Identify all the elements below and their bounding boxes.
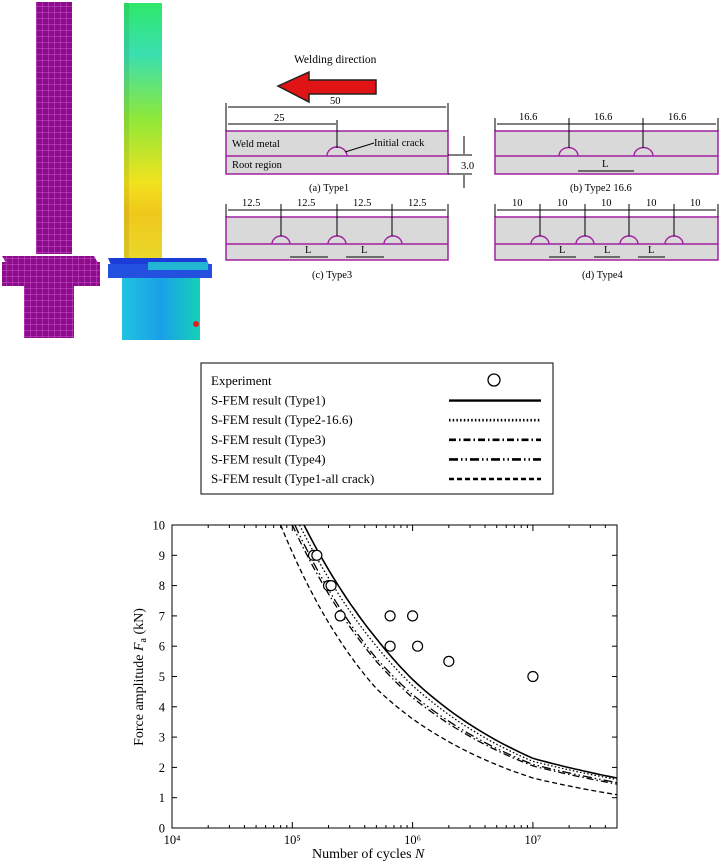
type4-caption: (d) Type4 (582, 270, 624, 281)
contour-hotspot (193, 321, 199, 327)
legend-label: S-FEM result (Type4) (211, 451, 326, 466)
mesh-stiffener (36, 2, 72, 254)
type4-gap-label-2: L (604, 245, 610, 256)
type1-initial-crack-label: Initial crack (374, 138, 425, 149)
legend-label: S-FEM result (Type3) (211, 432, 326, 447)
mesh-flange-side (2, 262, 100, 286)
welding-direction-label: Welding direction (294, 54, 377, 66)
type3-plate (225, 216, 449, 261)
contour-stiffener-shade (124, 3, 129, 259)
type1-caption: (a) Type1 (309, 183, 349, 194)
y-tick-label: 4 (159, 700, 166, 714)
type3-dim-2: 12.5 (297, 198, 315, 209)
experiment-point (311, 549, 323, 561)
type2-dim-1: 16.6 (519, 112, 537, 123)
type3-dim-4: 12.5 (408, 198, 426, 209)
series-curve-2 (299, 524, 618, 781)
x-tick-label: 10⁶ (404, 833, 421, 847)
legend-marker (487, 373, 501, 387)
y-axis-label: Force amplitude Fa (kN) (132, 608, 149, 746)
crack-type3-diagram: 12.5 12.5 12.5 12.5 L L (c) Type3 (225, 198, 449, 281)
experiment-point (443, 655, 455, 667)
y-tick-label: 10 (153, 519, 166, 533)
y-tick-label: 9 (159, 549, 165, 563)
fem-mesh-model (2, 2, 100, 338)
x-axis-label: Number of cycles N (312, 847, 425, 862)
experiment-point (334, 610, 346, 622)
type4-dim-4: 10 (646, 198, 657, 209)
type2-dim-2: 16.6 (594, 112, 612, 123)
type4-dim-1: 10 (512, 198, 523, 209)
y-tick-label: 0 (159, 822, 165, 836)
type4-dim-3: 10 (601, 198, 612, 209)
x-tick-label: 10⁷ (524, 833, 541, 847)
type1-dim-part: 25 (274, 113, 285, 124)
type3-caption: (c) Type3 (312, 270, 352, 281)
type1-crack-leader (344, 142, 375, 153)
series-curve-4 (294, 524, 618, 784)
legend-label: S-FEM result (Type1-all crack) (211, 471, 374, 486)
series-curve-5 (280, 524, 618, 796)
welding-direction-indicator: Welding direction (276, 54, 377, 104)
legend: Experiment S-FEM result (Type1) S-FEM resu… (200, 362, 554, 495)
crack-type1-diagram: 50 25 Weld metal Root region Initial cra… (225, 96, 474, 194)
type2-plate (494, 130, 719, 175)
type2-gap-label: L (602, 159, 608, 170)
contour-stiffener (124, 3, 162, 259)
type2-caption: (b) Type2 16.6 (570, 183, 632, 194)
y-tick-label: 5 (159, 670, 165, 684)
mesh-web (24, 286, 74, 338)
type4-dim-2: 10 (557, 198, 568, 209)
experiment-point (411, 640, 424, 652)
type1-thickness-label: 3.0 (461, 161, 474, 172)
type3-crack-3 (383, 235, 403, 245)
type4-gap-label-1: L (559, 245, 565, 256)
crack-type2-diagram: 16.6 16.6 16.6 L (b) Type2 16.6 (494, 112, 719, 194)
type4-dim-5: 10 (690, 198, 701, 209)
experiment-point (325, 579, 337, 592)
series-curve-1 (303, 524, 618, 779)
experiment-point (384, 640, 396, 652)
y-tick-label: 8 (159, 579, 165, 593)
type3-dim-3: 12.5 (353, 198, 371, 209)
type1-root-region-label: Root region (232, 160, 283, 171)
stress-contour-model (108, 3, 212, 340)
type3-dim-1: 12.5 (242, 198, 260, 209)
legend-label: Experiment (211, 373, 272, 388)
type1-dim-total: 50 (330, 96, 341, 107)
chart: 10⁴ 10⁵ 10⁶ 10⁷ 0 1 2 3 4 5 6 7 8 9 10 Number of cycle… (132, 519, 618, 862)
contour-web (122, 278, 200, 340)
crack-type4-diagram: 10 10 10 10 10 L L L (d) Type4 (494, 198, 719, 281)
y-tick-label: 1 (159, 791, 165, 805)
type2-dim-3: 16.6 (668, 112, 686, 123)
experiment-point (384, 610, 396, 622)
type3-gap-label-1: L (305, 245, 311, 256)
y-tick-label: 6 (159, 640, 165, 654)
contour-weld-toe (148, 262, 208, 270)
legend-label: S-FEM result (Type2-16.6) (211, 412, 353, 427)
type3-gap-label-2: L (361, 245, 367, 256)
y-tick-label: 7 (159, 609, 165, 623)
x-tick-label: 10⁵ (284, 833, 301, 847)
series-curve-3 (291, 524, 618, 785)
y-tick-label: 2 (159, 761, 165, 775)
experiment-point (527, 670, 539, 683)
experiment-point (407, 610, 419, 622)
y-tick-label: 3 (159, 731, 165, 745)
plot-frame (171, 524, 618, 829)
welding-direction-arrow (276, 70, 377, 104)
legend-label: S-FEM result (Type1) (211, 393, 326, 408)
type1-weld-metal-label: Weld metal (232, 139, 280, 150)
type4-gap-label-3: L (648, 245, 654, 256)
x-tick-label: 10⁴ (164, 833, 181, 847)
